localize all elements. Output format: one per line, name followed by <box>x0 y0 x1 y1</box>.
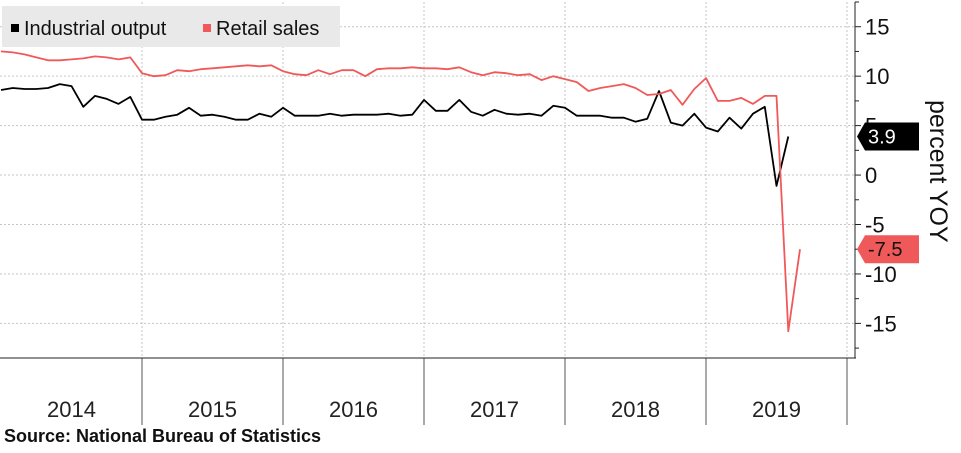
x-axis-ticks: 2014 2015 2016 2017 2018 2019 <box>47 397 801 422</box>
x-tick-label: 2017 <box>470 397 519 422</box>
legend-label-industrial-output: Industrial output <box>24 18 167 40</box>
legend: Industrial output Retail sales <box>2 6 340 47</box>
x-tick-label: 2018 <box>611 397 660 422</box>
y-tick-label: 15 <box>865 15 889 40</box>
last-value-label-industrial-output: 3.9 <box>868 126 896 148</box>
last-value-label-retail-sales: -7.5 <box>868 239 902 261</box>
y-tick-label: -5 <box>865 213 885 238</box>
source-note: Source: National Bureau of Statistics <box>4 426 322 446</box>
y-axis-label: percent YOY <box>924 100 952 243</box>
x-tick-label: 2019 <box>752 397 801 422</box>
legend-background <box>2 6 340 47</box>
legend-swatch-retail-sales <box>203 24 211 32</box>
grid-lines <box>0 26 855 324</box>
x-tick-label: 2015 <box>188 397 237 422</box>
y-axis-ticks: 151050-5-10-15 <box>855 1 897 349</box>
year-separators <box>141 2 848 425</box>
y-tick-label: -15 <box>865 311 897 336</box>
y-tick-label: -10 <box>865 262 897 287</box>
legend-swatch-industrial-output <box>11 24 19 32</box>
series-line-industrial-output <box>0 83 790 187</box>
x-tick-label: 2014 <box>47 397 96 422</box>
last-value-callout-industrial-output <box>857 122 919 151</box>
x-tick-label: 2016 <box>329 397 378 422</box>
y-tick-label: 10 <box>865 64 889 89</box>
y-tick-label: 0 <box>865 163 877 188</box>
legend-label-retail-sales: Retail sales <box>216 18 319 40</box>
last-value-callouts: 3.9 -7.5 <box>857 122 919 264</box>
series-layer <box>0 50 801 333</box>
series-line-retail-sales <box>0 50 801 333</box>
last-value-callout-retail-sales <box>857 235 919 264</box>
